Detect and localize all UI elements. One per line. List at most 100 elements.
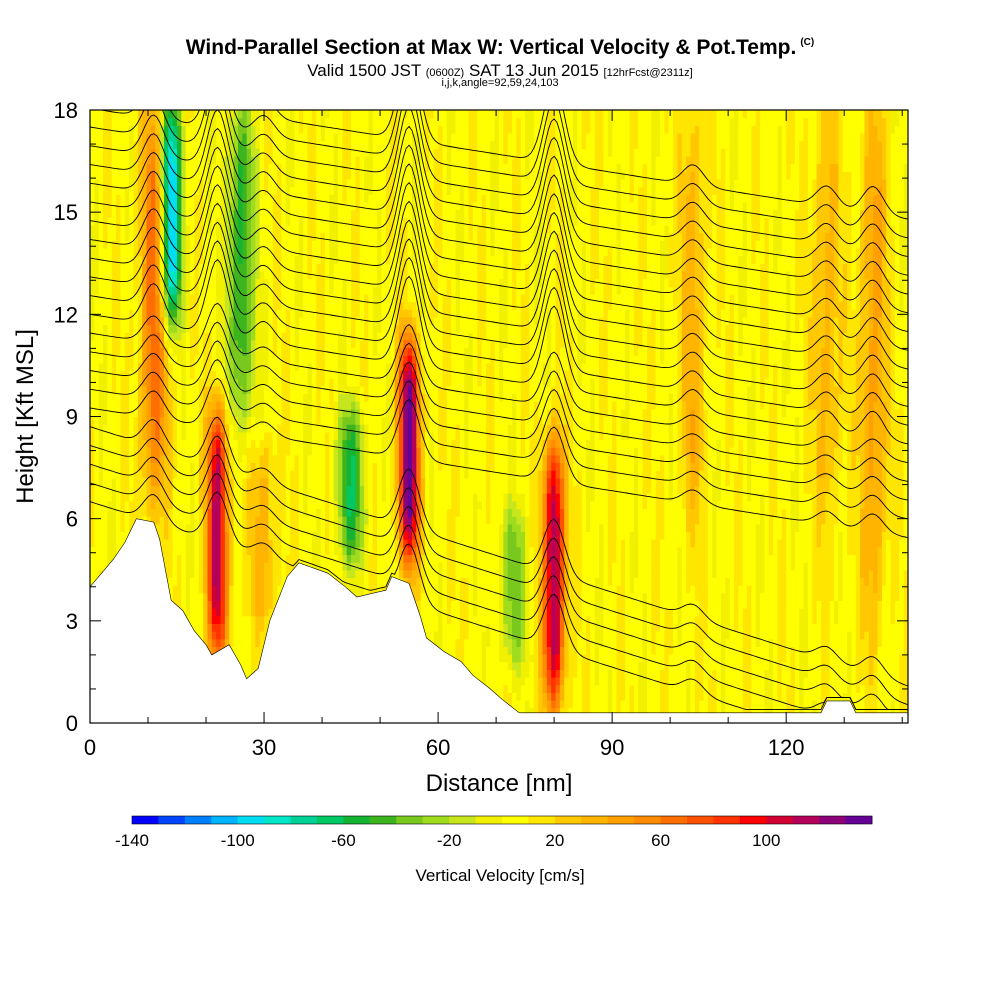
field-cell [116, 462, 122, 471]
field-cell [277, 255, 283, 264]
field-cell [324, 278, 330, 287]
field-cell [324, 500, 330, 510]
field-cell [307, 171, 313, 180]
field-cell [298, 209, 304, 218]
field-cell [163, 539, 169, 548]
field-cell [159, 125, 165, 134]
field-cell [172, 370, 178, 379]
field-cell [281, 140, 287, 149]
field-cell [311, 293, 317, 303]
field-cell [163, 393, 169, 402]
field-cell [311, 286, 317, 295]
field-cell [107, 447, 113, 456]
field-cell [333, 286, 339, 295]
field-cell [159, 393, 165, 402]
field-cell [277, 523, 283, 533]
field-cell [133, 439, 139, 448]
field-cell [259, 516, 265, 525]
field-cell [333, 163, 339, 172]
field-cell [177, 217, 182, 226]
field-cell [211, 171, 217, 180]
field-cell [220, 155, 226, 165]
field-cell [120, 370, 126, 379]
field-cell [233, 592, 239, 601]
field-cell [233, 171, 239, 180]
field-cell [333, 508, 339, 517]
field-cell [185, 201, 191, 211]
field-cell [94, 355, 100, 364]
field-cell [333, 523, 339, 533]
field-cell [116, 148, 122, 157]
field-cell [242, 531, 248, 540]
field-cell [307, 439, 313, 448]
field-cell [290, 562, 296, 571]
field-cell [216, 577, 222, 586]
field-cell [159, 447, 165, 456]
field-cell [285, 531, 291, 540]
field-cell [346, 293, 352, 303]
field-cell [290, 385, 296, 395]
field-cell [259, 508, 265, 517]
field-cell [259, 500, 265, 510]
field-cell [194, 424, 200, 433]
field-cell [185, 424, 191, 433]
field-cell [159, 286, 165, 295]
field-cell [116, 309, 122, 318]
field-cell [172, 270, 178, 280]
field-cell [220, 638, 226, 647]
field-cell [168, 186, 174, 195]
field-cell [333, 309, 339, 318]
field-cell [242, 454, 248, 464]
field-cell [198, 431, 204, 441]
field-cell [133, 316, 139, 326]
field-cell [142, 424, 148, 433]
field-cell [259, 615, 265, 624]
field-cell [211, 500, 217, 510]
field-cell [242, 470, 248, 479]
field-cell [155, 286, 161, 295]
field-cell [233, 362, 239, 372]
field-cell [246, 462, 252, 471]
field-cell [103, 209, 108, 218]
field-cell [133, 454, 139, 464]
field-cell [311, 500, 317, 510]
field-cell [181, 546, 187, 556]
field-cell [281, 194, 287, 203]
field-cell [90, 355, 95, 364]
field-cell [190, 516, 196, 525]
field-cell [351, 424, 357, 433]
field-cell [98, 454, 104, 464]
field-cell [242, 232, 248, 241]
field-cell [194, 255, 200, 264]
field-cell [220, 546, 226, 556]
field-cell [163, 431, 169, 441]
field-cell [242, 385, 248, 395]
field-cell [281, 416, 287, 425]
field-cell [198, 355, 204, 364]
field-cell [172, 569, 178, 579]
field-cell [272, 577, 278, 586]
field-cell [255, 171, 261, 180]
field-cell [124, 485, 130, 494]
field-cell [272, 385, 278, 395]
field-cell [229, 224, 235, 234]
field-cell [168, 355, 174, 364]
field-cell [233, 140, 239, 149]
field-cell [229, 462, 235, 471]
field-cell [181, 539, 187, 548]
field-cell [281, 523, 287, 533]
field-cell [181, 416, 187, 425]
field-cell [311, 171, 317, 180]
field-cell [294, 255, 300, 264]
field-cell [98, 347, 104, 356]
field-cell [229, 232, 235, 241]
field-cell [298, 393, 304, 402]
field-cell [250, 263, 256, 272]
field-cell [220, 316, 226, 326]
field-cell [233, 569, 239, 579]
field-cell [203, 416, 209, 425]
field-cell [146, 293, 152, 303]
field-cell [207, 531, 213, 540]
field-cell [250, 447, 256, 456]
field-cell [277, 148, 283, 157]
